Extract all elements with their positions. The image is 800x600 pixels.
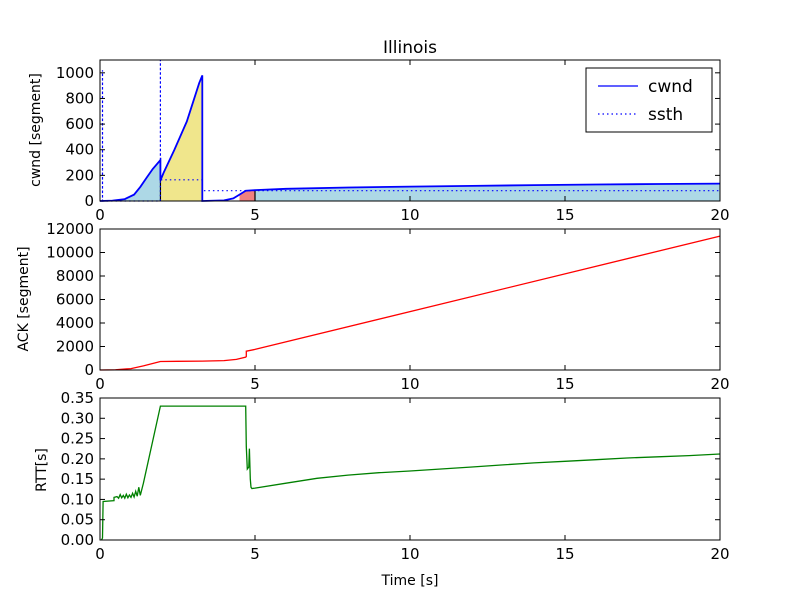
panel-rtt: RTT[s] Time [s] 0 5 10 15 20 0.00 0.05 0.10 0.15… [34,389,730,589]
y-axis-label: ACK [segment] [16,246,32,351]
y-tick-label: 0.15 [61,470,94,488]
x-tick-label: 15 [555,375,574,393]
x-tick-label: 10 [400,206,419,224]
fill-segment [100,160,161,201]
legend-label: ssth [648,105,683,125]
panel-ack: ACK [segment] 0 5 10 15 20 0 2000 4000 6000 8000 1… [16,220,730,393]
y-tick-label: 600 [65,115,94,133]
series-line-series-0 [99,235,721,371]
y-tick-label: 0 [84,361,94,379]
y-tick-label: 0.35 [61,389,94,407]
y-tick-label: 6000 [56,291,94,309]
x-tick-label: 5 [250,375,260,393]
x-tick-label: 0 [95,545,105,563]
series-line-cwnd [99,75,721,202]
plot-area: 0 5 10 15 20 0.00 0.05 0.10 0.15 0.20 0.25 0.30 0.35 [61,389,730,563]
x-tick-label: 15 [555,545,574,563]
x-tick-label: 20 [710,206,729,224]
y-tick-label: 1000 [56,64,94,82]
x-tick-label: 0 [95,206,105,224]
y-tick-label: 0.05 [61,511,94,529]
panel-cwnd: Illinois cwnd [segment] 0 5 10 15 2002004006… [28,38,730,224]
y-axis-label: RTT[s] [34,448,50,492]
x-tick-label: 15 [555,206,574,224]
y-tick-label: 0.00 [61,531,94,549]
x-tick-label: 0 [95,375,105,393]
axes-frame [99,397,721,541]
y-axis-label: cwnd [segment] [28,73,44,187]
x-tick-label: 20 [710,375,729,393]
y-tick-label: 0 [84,192,94,210]
x-tick-label: 5 [250,206,260,224]
y-tick-label: 0.20 [61,450,94,468]
y-tick-label: 0.25 [61,430,94,448]
axes-frame [99,228,721,371]
x-tick-label: 10 [400,375,419,393]
y-tick-label: 800 [65,89,94,107]
y-tick-label: 400 [65,141,94,159]
y-tick-label: 4000 [56,314,94,332]
x-axis-label: Time [s] [381,573,439,589]
fill-segment [239,190,255,201]
legend-box [585,67,713,133]
y-tick-label: 0.30 [61,409,94,427]
legend-label: cwnd [648,77,693,97]
x-tick-label: 10 [400,545,419,563]
y-tick-label: 2000 [56,338,94,356]
x-tick-label: 20 [710,545,729,563]
plot-area: 0 5 10 15 20 0 2000 4000 6000 8000 10000 12000 [46,220,729,393]
y-tick-label: 10000 [46,244,94,262]
series-line-series-0 [100,405,721,541]
y-tick-label: 0.10 [61,490,94,508]
x-tick-label: 5 [250,545,260,563]
series-line-ssth [101,60,720,202]
y-tick-label: 200 [65,166,94,184]
y-tick-label: 8000 [56,267,94,285]
chart-title: Illinois [383,38,437,58]
y-tick-label: 12000 [46,220,94,238]
